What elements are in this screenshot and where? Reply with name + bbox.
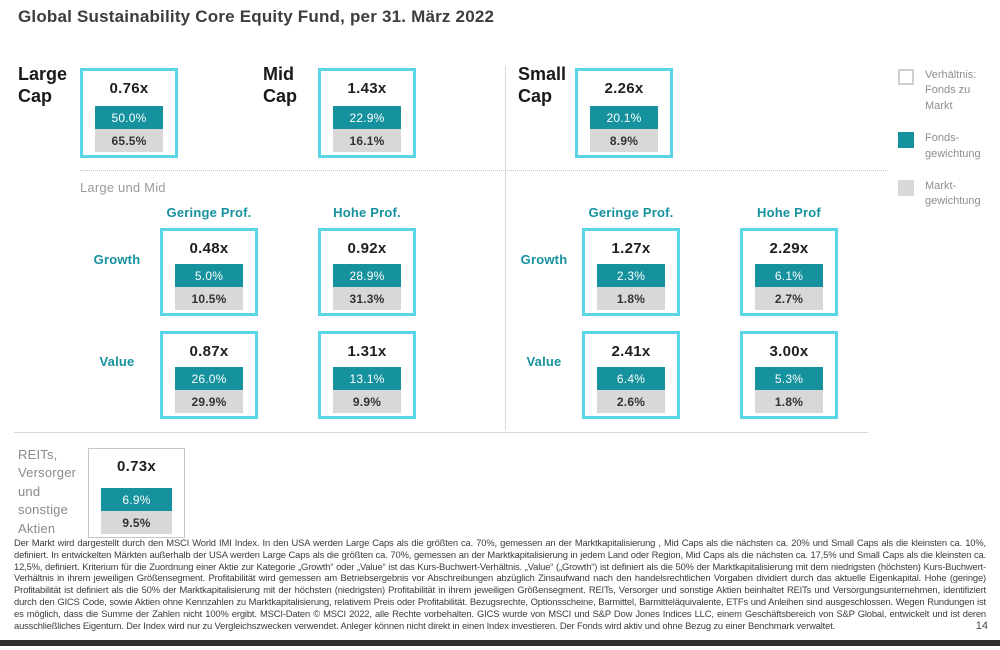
ratio-value: 0.48x	[189, 240, 229, 257]
mid-cap-box: 1.43x 22.9% 16.1%	[318, 68, 416, 158]
large-cap-box: 0.76x 50.0% 65.5%	[80, 68, 178, 158]
reits-box: 0.73x 6.9% 9.5%	[88, 448, 185, 538]
large-cap-label: Large Cap	[18, 64, 68, 106]
ratio-value: 1.31x	[347, 343, 387, 360]
small-cap-box: 2.26x 20.1% 8.9%	[575, 68, 673, 158]
market-weight-bar: 2.6%	[596, 390, 666, 413]
fund-weight-bar: 50.0%	[94, 106, 164, 129]
disclaimer-text: Der Markt wird dargestellt durch den MSC…	[14, 537, 986, 631]
market-weight-bar: 65.5%	[94, 129, 164, 152]
page-number: 14	[975, 620, 988, 632]
market-weight-bar: 9.5%	[101, 511, 172, 534]
vertical-divider	[505, 66, 506, 430]
market-weight-bar: 9.9%	[332, 390, 402, 413]
ratio-value: 3.00x	[769, 343, 809, 360]
legend-item-market: Markt- gewichtung	[898, 179, 994, 210]
market-weight-bar: 31.3%	[332, 287, 402, 310]
header-geringe-prof-right: Geringe Prof.	[588, 205, 674, 220]
bottom-bar	[0, 640, 1000, 646]
fund-weight-bar: 6.1%	[754, 264, 824, 287]
section-label-large-mid: Large und Mid	[80, 180, 166, 195]
fund-weight-bar: 13.1%	[332, 367, 402, 390]
fund-weight-swatch-icon	[898, 132, 914, 149]
section-divider	[14, 432, 868, 433]
market-weight-bar: 2.7%	[754, 287, 824, 310]
small-cap-label: Small Cap	[518, 64, 567, 106]
ratio-value: 0.76x	[109, 80, 149, 97]
fund-weight-bar: 20.1%	[589, 106, 659, 129]
ratio-value: 0.73x	[116, 458, 157, 475]
legend-item-fund: Fonds- gewichtung	[898, 131, 994, 162]
legend-label: Verhältnis: Fonds zu Markt	[925, 69, 977, 112]
legend-item-ratio: Verhältnis: Fonds zu Markt	[898, 68, 994, 114]
growth-geringe-left-box: 0.48x 5.0% 10.5%	[160, 228, 258, 316]
market-weight-bar: 1.8%	[754, 390, 824, 413]
growth-geringe-right-box: 1.27x 2.3% 1.8%	[582, 228, 680, 316]
ratio-value: 1.27x	[611, 240, 651, 257]
market-weight-swatch-icon	[898, 179, 914, 196]
mid-cap-label: Mid Cap	[263, 64, 298, 106]
header-hohe-prof-right: Hohe Prof	[757, 205, 821, 220]
growth-hohe-right-box: 2.29x 6.1% 2.7%	[740, 228, 838, 316]
fund-weight-bar: 22.9%	[332, 106, 402, 129]
market-weight-bar: 29.9%	[174, 390, 244, 413]
market-weight-bar: 8.9%	[589, 129, 659, 152]
ratio-value: 2.41x	[611, 343, 651, 360]
reits-label: REITs, Versorger und sonstige Aktien	[18, 447, 77, 536]
header-geringe-prof-left: Geringe Prof.	[166, 205, 252, 220]
legend-label: Fonds- gewichtung	[925, 132, 981, 160]
legend-label: Markt- gewichtung	[925, 179, 981, 208]
market-weight-bar: 16.1%	[332, 129, 402, 152]
row-label-growth-right: Growth	[520, 252, 568, 267]
row-label-growth-left: Growth	[93, 252, 141, 267]
ratio-value: 0.87x	[189, 343, 229, 360]
market-weight-bar: 10.5%	[174, 287, 244, 310]
fund-weight-bar: 6.4%	[596, 367, 666, 390]
fund-weight-bar: 5.3%	[754, 367, 824, 390]
value-hohe-right-box: 3.00x 5.3% 1.8%	[740, 331, 838, 419]
row-label-value-right: Value	[526, 354, 562, 369]
ratio-value: 2.29x	[769, 240, 809, 257]
header-hohe-prof-left: Hohe Prof.	[333, 205, 401, 220]
ratio-value: 1.43x	[347, 80, 387, 97]
fund-weight-bar: 6.9%	[101, 488, 172, 511]
value-geringe-left-box: 0.87x 26.0% 29.9%	[160, 331, 258, 419]
value-geringe-right-box: 2.41x 6.4% 2.6%	[582, 331, 680, 419]
growth-hohe-left-box: 0.92x 28.9% 31.3%	[318, 228, 416, 316]
dotted-divider	[80, 170, 888, 171]
fund-weight-bar: 2.3%	[596, 264, 666, 287]
fund-weight-bar: 26.0%	[174, 367, 244, 390]
value-hohe-left-box: 1.31x 13.1% 9.9%	[318, 331, 416, 419]
fund-weight-bar: 5.0%	[174, 264, 244, 287]
page-title: Global Sustainability Core Equity Fund, …	[18, 7, 495, 26]
ratio-value: 0.92x	[347, 240, 387, 257]
fund-weight-bar: 28.9%	[332, 264, 402, 287]
ratio-value: 2.26x	[604, 80, 644, 97]
row-label-value-left: Value	[99, 354, 135, 369]
legend: Verhältnis: Fonds zu Markt Fonds- gewich…	[898, 68, 994, 210]
ratio-swatch-icon	[898, 69, 914, 85]
market-weight-bar: 1.8%	[596, 287, 666, 310]
